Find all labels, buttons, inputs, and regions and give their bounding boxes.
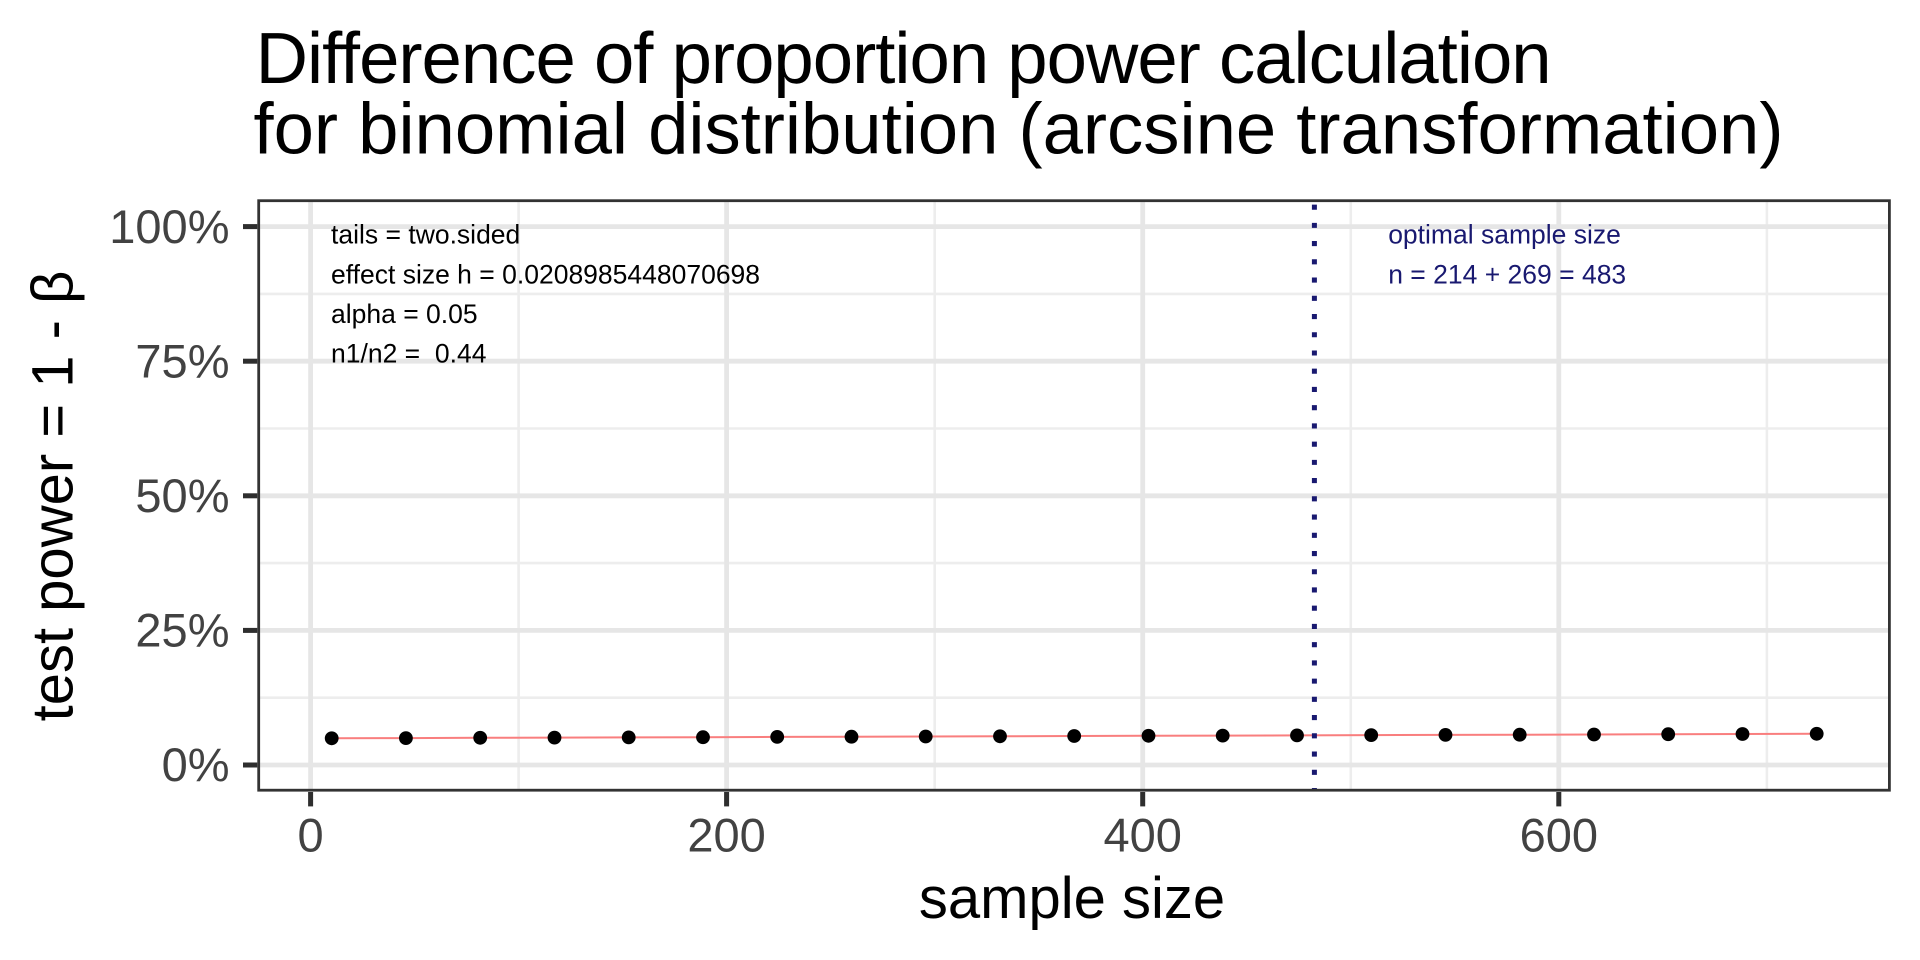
svg-text:25%: 25% — [135, 604, 229, 657]
svg-text:0%: 0% — [162, 738, 230, 791]
svg-text:for binomial distribution (arc: for binomial distribution (arcsine trans… — [254, 89, 1784, 170]
svg-text:200: 200 — [687, 809, 765, 862]
svg-text:600: 600 — [1520, 809, 1598, 862]
svg-text:75%: 75% — [135, 334, 229, 387]
svg-text:400: 400 — [1103, 809, 1181, 862]
svg-text:alpha = 0.05: alpha = 0.05 — [331, 299, 478, 329]
svg-text:50%: 50% — [135, 469, 229, 522]
svg-text:Difference of proportion power: Difference of proportion power calculati… — [256, 18, 1552, 99]
svg-text:100%: 100% — [109, 200, 229, 253]
svg-text:test power = 1 - β: test power = 1 - β — [21, 271, 86, 722]
svg-text:optimal sample size: optimal sample size — [1388, 220, 1621, 250]
svg-text:sample size: sample size — [919, 866, 1225, 931]
svg-text:effect size h = 0.020898544807: effect size h = 0.0208985448070698 — [331, 259, 760, 289]
svg-text:n1/n2 = 0.44: n1/n2 = 0.44 — [331, 338, 486, 368]
svg-text:n = 214 + 269 = 483: n = 214 + 269 = 483 — [1388, 259, 1626, 289]
svg-text:0: 0 — [298, 809, 324, 862]
svg-text:tails = two.sided: tails = two.sided — [331, 220, 520, 250]
